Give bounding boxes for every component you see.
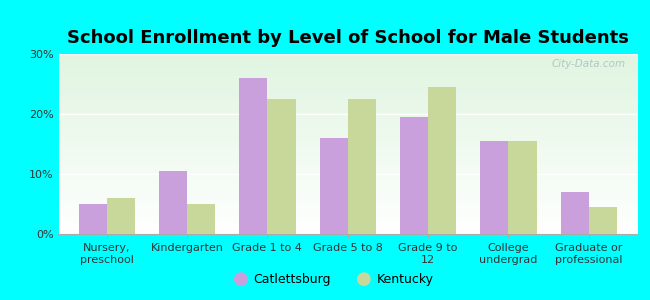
Text: ●: ● [356,270,372,288]
Bar [159,171,187,234]
Text: Kentucky: Kentucky [377,272,434,286]
Bar [428,87,456,234]
Bar [79,204,107,234]
Bar [348,99,376,234]
Bar [400,117,428,234]
Bar [187,204,215,234]
Text: City-Data.com: City-Data.com [551,59,625,69]
Bar [320,138,348,234]
Bar [561,192,589,234]
Text: ●: ● [233,270,248,288]
Bar [107,198,135,234]
Bar [508,141,536,234]
Bar [589,207,617,234]
Bar [239,78,267,234]
Text: Catlettsburg: Catlettsburg [254,272,331,286]
Title: School Enrollment by Level of School for Male Students: School Enrollment by Level of School for… [67,29,629,47]
Bar [267,99,296,234]
Bar [480,141,508,234]
